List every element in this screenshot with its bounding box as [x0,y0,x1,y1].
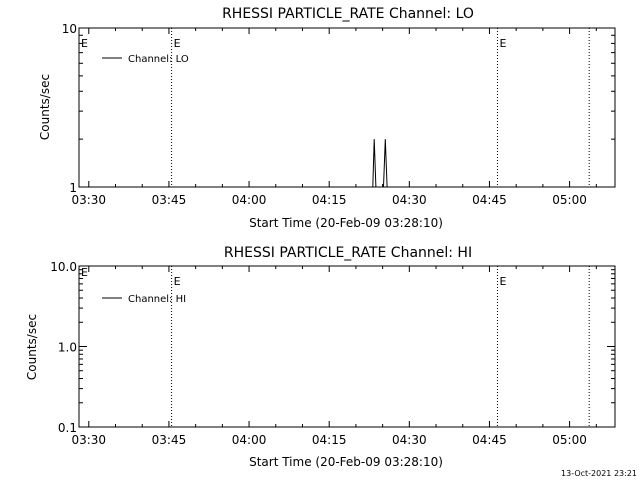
lo-channel-panel: RHESSI PARTICLE_RATE Channel: LO Start T… [38,6,616,230]
lo-y-tick-label: 1 [69,181,77,195]
hi-y-axis-label: Counts/sec [25,314,39,380]
lo-y-tick-label: 10 [62,22,77,36]
lo-x-axis-label: Start Time (20-Feb-09 03:28:10) [249,216,443,230]
hi-plot-frame [78,265,616,428]
lo-x-tick-label: 05:00 [552,193,587,207]
hi-x-tick-label: 04:15 [312,433,347,447]
hi-left-event-label: E [81,266,88,279]
hi-y-tick-label: 1.0 [58,341,77,355]
hi-x-tick-label: 04:30 [392,433,427,447]
lo-legend-label: Channel: LO [128,54,189,65]
hi-event-label: E [499,275,506,288]
lo-marks: 03:30 03:45 04:00 04:15 04:30 04:45 05:00 1 10 E E [62,22,615,207]
hi-marks: 03:30 03:45 04:00 04:15 04:30 04:45 05:00 0.1 1.… [50,260,615,447]
hi-chart-title: RHESSI PARTICLE_RATE Channel: HI [224,245,472,261]
hi-legend-label: Channel: HI [128,294,186,305]
lo-x-tick-label: 03:45 [152,193,187,207]
lo-x-tick-label: 04:30 [392,193,427,207]
lo-event-label: E [174,37,181,50]
hi-y-tick-label: 10.0 [50,260,77,274]
lo-x-tick-label: 03:30 [71,193,106,207]
lo-x-tick-label: 04:15 [312,193,347,207]
hi-x-axis-label: Start Time (20-Feb-09 03:28:10) [249,455,443,469]
hi-x-tick-label: 05:00 [552,433,587,447]
hi-x-tick-label: 03:30 [71,433,106,447]
lo-left-event-label: E [81,37,88,50]
generation-timestamp: 13-Oct-2021 23:21 [561,469,637,478]
hi-channel-panel: RHESSI PARTICLE_RATE Channel: HI Start T… [25,245,616,469]
hi-x-tick-label: 03:45 [152,433,187,447]
hi-y-tick-label: 0.1 [58,421,77,435]
lo-x-tick-label: 04:45 [472,193,507,207]
lo-series-line [372,139,388,188]
hi-event-label: E [174,275,181,288]
lo-y-axis-label: Counts/sec [38,74,52,140]
lo-event-label: E [499,37,506,50]
lo-plot-frame [78,27,616,188]
hi-x-tick-label: 04:45 [472,433,507,447]
hi-x-tick-label: 04:00 [232,433,267,447]
lo-x-tick-label: 04:00 [232,193,267,207]
lo-chart-title: RHESSI PARTICLE_RATE Channel: LO [222,6,474,22]
